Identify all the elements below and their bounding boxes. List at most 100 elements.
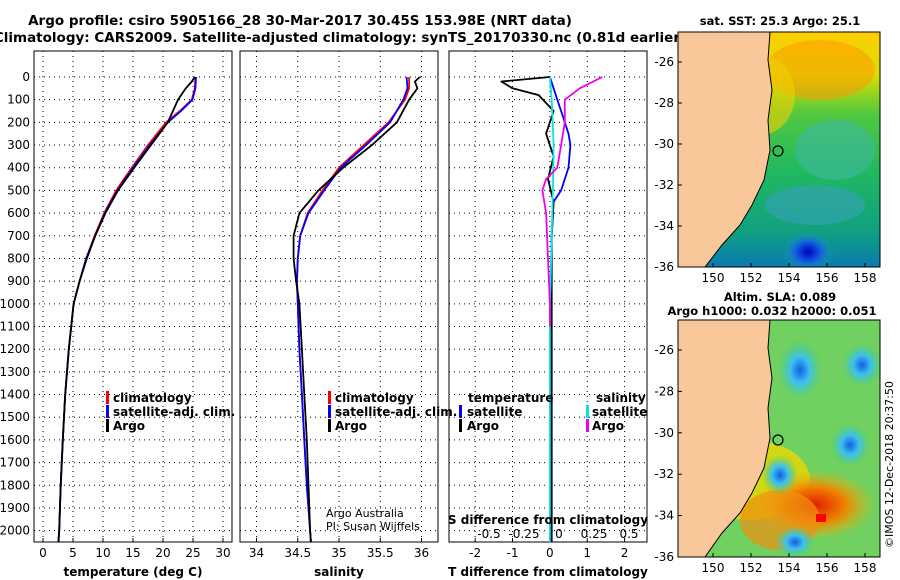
sla-cold-eddy — [778, 340, 822, 400]
coastline — [704, 32, 773, 267]
sst-cold-eddy — [782, 232, 834, 267]
sla-map-title-line1: Altim. SLA: 0.089 — [724, 290, 836, 304]
x-tick-label: 10 — [95, 546, 110, 560]
y-tick-label: 1000 — [0, 297, 30, 311]
map-x-tick-label: 150 — [702, 561, 725, 575]
legend-label-argo: Argo — [113, 419, 145, 433]
figure-title-line1: Argo profile: csiro 5905166_28 30-Mar-20… — [28, 13, 572, 29]
y-tick-label: 800 — [7, 251, 30, 265]
y-tick-label: 1200 — [0, 342, 30, 356]
map-y-tick-label: -36 — [654, 260, 674, 274]
sst-map: sat. SST: 25.3 Argo: 25.1 150 152 154 156 15… — [654, 14, 881, 285]
panel-1: 34 34.5 35 35.5 36 salinity — [239, 50, 439, 579]
argo-location-marker — [772, 145, 784, 157]
legend-label-climatology: climatology — [113, 391, 192, 405]
sla-map-title-line2: Argo h1000: 0.032 h2000: 0.051 — [667, 304, 876, 318]
series-line-temperature-argo — [500, 76, 555, 542]
top-axis-tick-label: 0.5 — [619, 527, 638, 541]
x-tick-label: -2 — [469, 546, 481, 560]
difference-legend: temperature salinity satellite Argo sate… — [448, 391, 648, 527]
x-axis-label: salinity — [314, 565, 364, 579]
x-tick-label: 0 — [546, 546, 554, 560]
legend-swatch-satellite — [328, 405, 331, 418]
y-tick-label: 1900 — [0, 501, 30, 515]
map-x-tick-label: 154 — [778, 561, 801, 575]
sla-map: Altim. SLA: 0.089 Argo h1000: 0.032 h200… — [654, 290, 881, 575]
legend-swatch-t-argo — [459, 419, 462, 432]
sla-cold-eddy — [775, 526, 815, 557]
map-x-tick-label: 150 — [702, 271, 725, 285]
map-y-tick-label: -28 — [654, 96, 674, 110]
figure-title-line2: Climatology: CARS2009. Satellite-adjuste… — [0, 30, 686, 46]
y-tick-label: 1800 — [0, 478, 30, 492]
x-tick-label: 34.5 — [284, 546, 311, 560]
map-y-tick-label: -28 — [654, 384, 674, 398]
x-tick-label: 35.5 — [367, 546, 394, 560]
series-group — [57, 76, 197, 542]
y-tick-label: 100 — [7, 93, 30, 107]
legend-swatch-argo — [328, 419, 331, 432]
y-tick-label: 600 — [7, 206, 30, 220]
sla-cold-eddy — [762, 455, 798, 495]
panel-0: 0 5 10 15 20 25 30 temperature (deg C) 0 100 200 30… — [0, 50, 233, 579]
legend-swatch-satellite — [106, 405, 109, 418]
top-axis-tick-label: 0 — [555, 527, 563, 541]
x-tick-label: 34 — [249, 546, 264, 560]
legend-swatch-s-argo — [586, 419, 589, 432]
y-tick-label: 200 — [7, 115, 30, 129]
series-line-argo — [292, 76, 421, 542]
x-tick-label: 5 — [69, 546, 77, 560]
legend-label-climatology: climatology — [335, 391, 414, 405]
y-tick-label: 1500 — [0, 410, 30, 424]
map-y-tick-label: -30 — [654, 137, 674, 151]
map-x-tick-label: 152 — [740, 271, 763, 285]
map-x-tick-label: 158 — [854, 271, 877, 285]
y-tick-label: 700 — [7, 229, 30, 243]
panel-2: -2 -1 0 1 2 T difference from climatology -0.5… — [448, 50, 648, 579]
x-tick-label: 0 — [39, 546, 47, 560]
legend-swatch-t-satellite — [459, 405, 462, 418]
sst-map-title: sat. SST: 25.3 Argo: 25.1 — [700, 14, 860, 28]
x-tick-label: 20 — [155, 546, 170, 560]
map-x-tick-label: 158 — [854, 561, 877, 575]
x-tick-label: 36 — [414, 546, 429, 560]
legend-header-salinity: salinity — [596, 391, 646, 405]
series-line-satellite-adj-clim- — [57, 76, 197, 542]
x-tick-label: 2 — [621, 546, 629, 560]
credit-pi: PI: Susan Wijffels — [326, 520, 420, 533]
top-axis-tick-label: 0.25 — [581, 527, 608, 541]
legend-swatch-climatology — [328, 391, 331, 404]
legend-label-t-satellite: satellite — [467, 405, 522, 419]
legend-header-temperature: temperature — [468, 391, 553, 405]
series-line-salinity-satellite — [549, 76, 555, 542]
legend-label-s-argo: Argo — [592, 419, 624, 433]
y-tick-label: 1300 — [0, 365, 30, 379]
y-tick-label: 400 — [7, 161, 30, 175]
sla-map-frame — [677, 319, 881, 558]
legend-swatch-s-satellite — [586, 405, 589, 418]
legend-label-satellite: satellite-adj. clim. — [113, 405, 235, 419]
y-tick-label: 900 — [7, 274, 30, 288]
map-y-tick-label: -34 — [654, 509, 674, 523]
sla-cold-eddy — [830, 423, 870, 467]
sla-max-marker — [816, 514, 826, 522]
map-y-tick-label: -36 — [654, 550, 674, 564]
y-tick-label: 500 — [7, 183, 30, 197]
map-y-tick-label: -30 — [654, 426, 674, 440]
australia-land — [678, 32, 772, 267]
top-axis-label: S difference from climatology — [448, 513, 648, 527]
credit-argo-australia: Argo Australia — [326, 507, 404, 520]
panel-frame — [448, 50, 648, 543]
map-y-tick-label: -34 — [654, 219, 674, 233]
salinity-legend: climatology satellite-adj. clim. Argo Ar… — [326, 391, 457, 533]
sla-map-axes: 150 152 154 156 158 -26 -28 -30 -32 -34 -36 — [654, 343, 876, 575]
sst-map-frame — [677, 31, 881, 268]
sla-cold-eddy — [842, 343, 880, 387]
map-x-tick-label: 154 — [778, 271, 801, 285]
map-y-tick-label: -26 — [654, 343, 674, 357]
x-tick-label: -1 — [507, 546, 519, 560]
top-axis-tick-label: -0.25 — [508, 527, 539, 541]
series-line-satellite-adj-clim- — [295, 76, 409, 542]
y-tick-label: 1100 — [0, 320, 30, 334]
